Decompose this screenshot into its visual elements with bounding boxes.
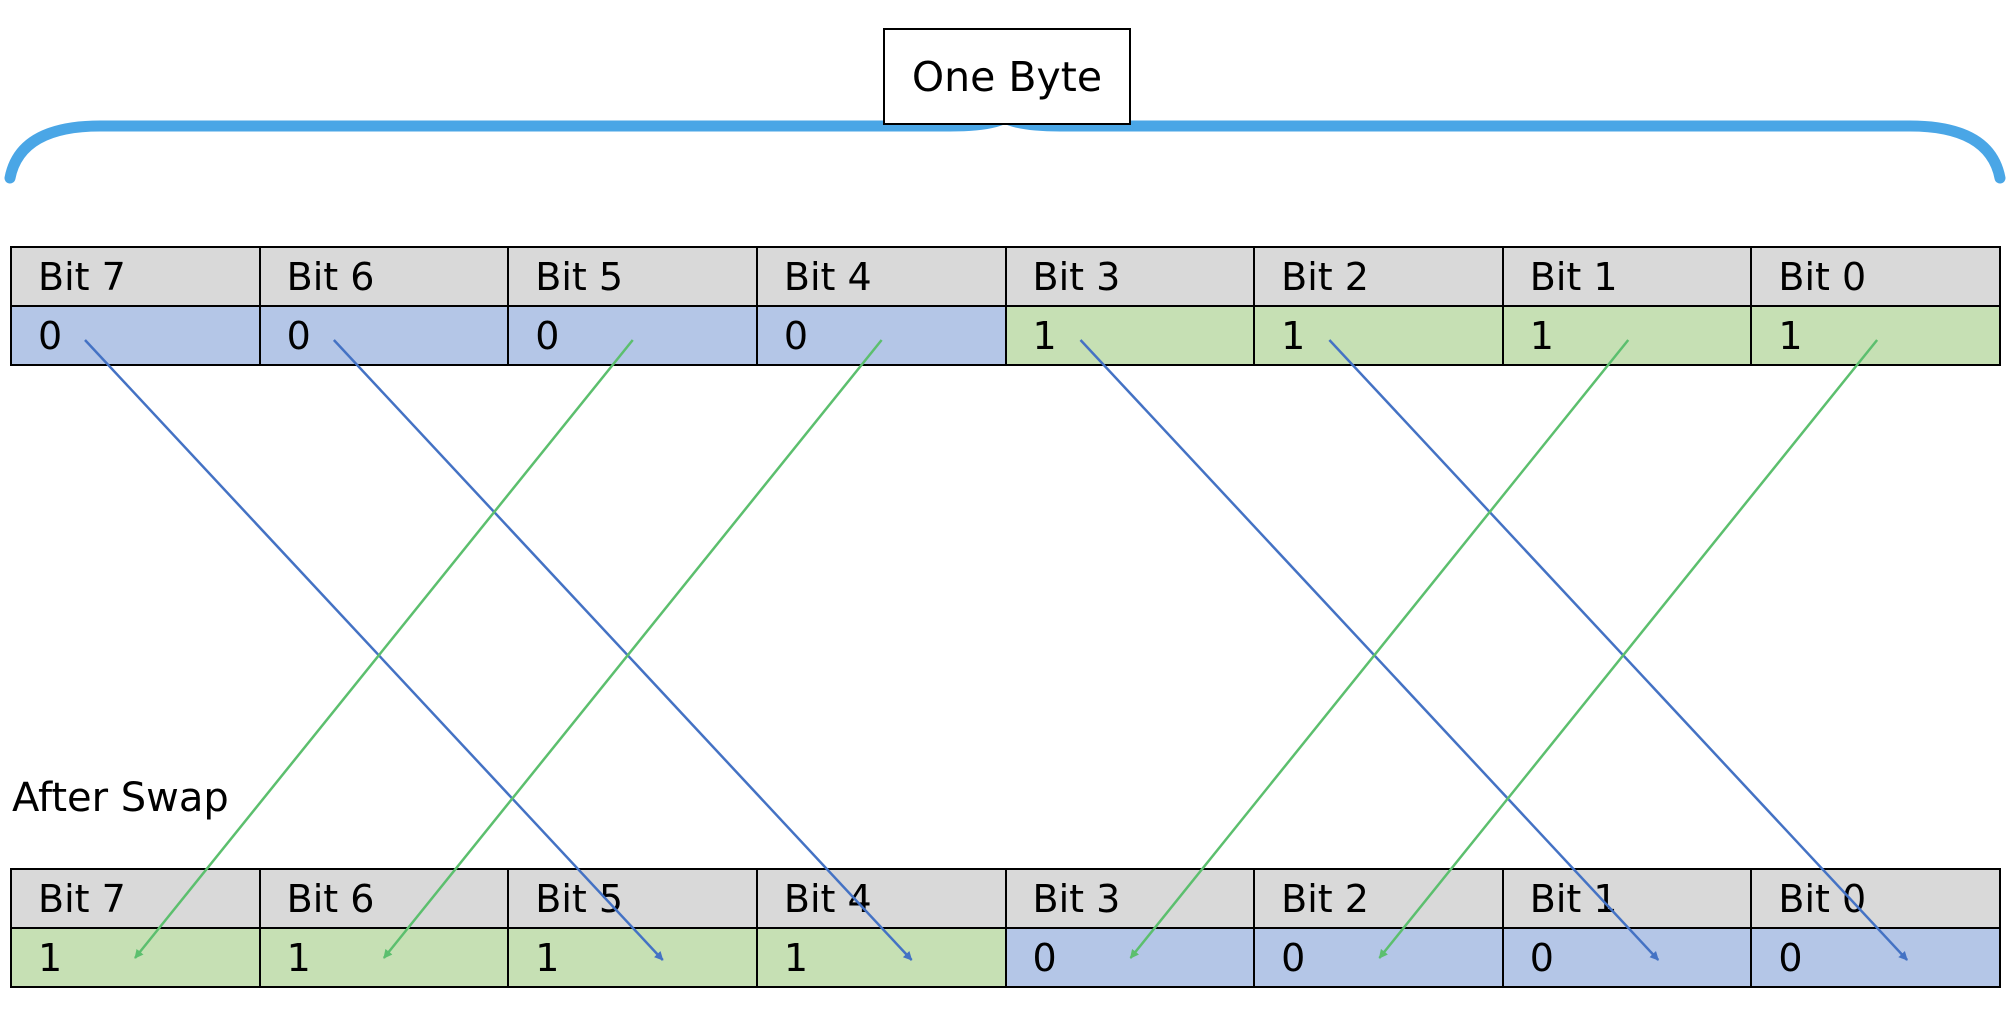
before-value-bit-6: 0 [258, 305, 510, 366]
after-value-bit-1: 0 [1501, 927, 1753, 988]
before-value-bit-5: 0 [507, 305, 758, 366]
before-value-bit-3: 1 [1004, 305, 1256, 366]
arrow-bit-4-to-bit-6 [382, 339, 883, 959]
bits-after-table: Bit 7 Bit 6 Bit 5 Bit 4 Bit 3 Bit 2 Bit … [10, 868, 2001, 988]
after-swap-caption: After Swap [12, 775, 229, 821]
before-value-bit-1: 1 [1501, 305, 1753, 366]
before-header-bit-0: Bit 0 [1750, 246, 2001, 307]
after-header-bit-7: Bit 7 [10, 868, 261, 929]
after-value-bit-0: 0 [1750, 927, 2001, 988]
one-byte-label: One Byte [883, 28, 1131, 125]
before-header-bit-6: Bit 6 [258, 246, 510, 307]
after-value-bit-7: 1 [10, 927, 261, 988]
after-header-bit-5: Bit 5 [507, 868, 758, 929]
arrow-bit-1-to-bit-3 [1129, 339, 1630, 959]
after-header-bit-1: Bit 1 [1501, 868, 1753, 929]
bits-after-header-row: Bit 7 Bit 6 Bit 5 Bit 4 Bit 3 Bit 2 Bit … [10, 868, 2001, 929]
arrow-bit-6-to-bit-4 [332, 339, 913, 961]
arrow-bit-2-to-bit-0 [1328, 339, 1909, 961]
after-header-bit-4: Bit 4 [755, 868, 1007, 929]
before-value-bit-7: 0 [10, 305, 261, 366]
before-header-bit-2: Bit 2 [1253, 246, 1504, 307]
after-header-bit-0: Bit 0 [1750, 868, 2001, 929]
after-value-bit-5: 1 [507, 927, 758, 988]
after-header-bit-3: Bit 3 [1004, 868, 1256, 929]
bits-before-header-row: Bit 7 Bit 6 Bit 5 Bit 4 Bit 3 Bit 2 Bit … [10, 246, 2001, 307]
before-value-bit-2: 1 [1253, 305, 1504, 366]
after-value-bit-4: 1 [755, 927, 1007, 988]
before-value-bit-0: 1 [1750, 305, 2001, 366]
after-value-bit-6: 1 [258, 927, 510, 988]
arrow-bit-7-to-bit-5 [84, 339, 664, 961]
byte-brace-curve [4, 111, 2006, 184]
before-header-bit-7: Bit 7 [10, 246, 261, 307]
arrow-bit-5-to-bit-7 [134, 339, 634, 959]
before-header-bit-5: Bit 5 [507, 246, 758, 307]
arrow-bit-3-to-bit-1 [1079, 339, 1660, 961]
bits-after-value-row: 1 1 1 1 0 0 0 0 [10, 927, 2001, 988]
bits-before-value-row: 0 0 0 0 1 1 1 1 [10, 305, 2001, 366]
bits-before-table: Bit 7 Bit 6 Bit 5 Bit 4 Bit 3 Bit 2 Bit … [10, 246, 2001, 366]
before-header-bit-1: Bit 1 [1501, 246, 1753, 307]
after-header-bit-6: Bit 6 [258, 868, 510, 929]
after-header-bit-2: Bit 2 [1253, 868, 1504, 929]
before-value-bit-4: 0 [755, 305, 1007, 366]
before-header-bit-4: Bit 4 [755, 246, 1007, 307]
after-value-bit-2: 0 [1253, 927, 1504, 988]
before-header-bit-3: Bit 3 [1004, 246, 1256, 307]
arrow-bit-0-to-bit-2 [1378, 339, 1879, 959]
one-byte-label-text: One Byte [911, 52, 1103, 101]
after-value-bit-3: 0 [1004, 927, 1256, 988]
